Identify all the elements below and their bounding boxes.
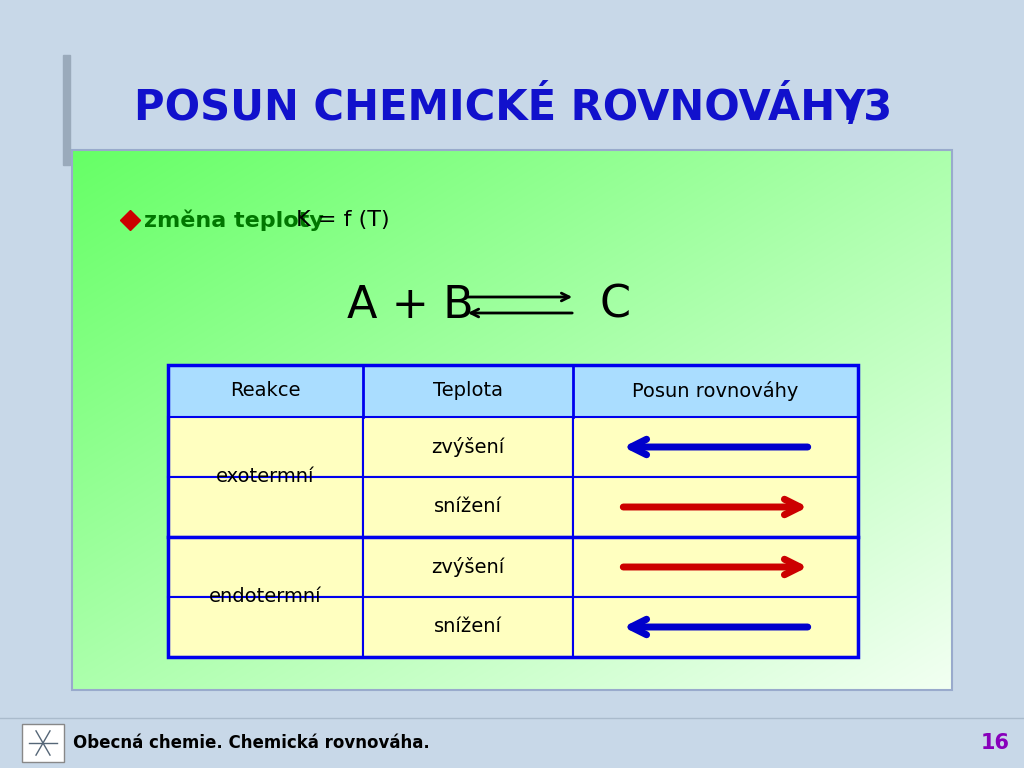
Bar <box>168 417 362 477</box>
Text: Obecná chemie. Chemická rovnováha.: Obecná chemie. Chemická rovnováha. <box>73 734 430 752</box>
Bar <box>573 597 858 657</box>
Text: zvýšení: zvýšení <box>431 437 505 457</box>
Text: /3: /3 <box>848 87 892 129</box>
Text: snížení: snížení <box>434 617 502 637</box>
Bar <box>168 597 362 657</box>
Bar <box>63 55 70 165</box>
Text: 16: 16 <box>981 733 1010 753</box>
Text: Reakce: Reakce <box>230 382 301 400</box>
Text: změna teploty: změna teploty <box>144 209 324 230</box>
Text: A + B: A + B <box>347 283 473 326</box>
Bar <box>362 417 573 477</box>
Text: exotermní: exotermní <box>216 468 314 486</box>
Bar <box>573 417 858 477</box>
Text: C: C <box>599 283 631 326</box>
Bar <box>168 365 858 417</box>
Text: POSUN CHEMICKÉ ROVNOVÁHY: POSUN CHEMICKÉ ROVNOVÁHY <box>134 87 865 129</box>
Bar <box>362 537 573 597</box>
Text: zvýšení: zvýšení <box>431 557 505 577</box>
Bar <box>168 365 858 657</box>
Bar <box>573 477 858 537</box>
Bar <box>168 537 362 597</box>
Text: snížení: snížení <box>434 498 502 517</box>
Bar <box>573 537 858 597</box>
Text: endotermní: endotermní <box>209 588 322 607</box>
Bar <box>168 477 362 537</box>
Bar <box>72 150 952 690</box>
Bar <box>362 477 573 537</box>
Bar <box>22 724 63 762</box>
Text: Posun rovnováhy: Posun rovnováhy <box>632 381 799 401</box>
Text: K = f (T): K = f (T) <box>289 210 389 230</box>
Text: Teplota: Teplota <box>433 382 503 400</box>
Bar <box>362 597 573 657</box>
